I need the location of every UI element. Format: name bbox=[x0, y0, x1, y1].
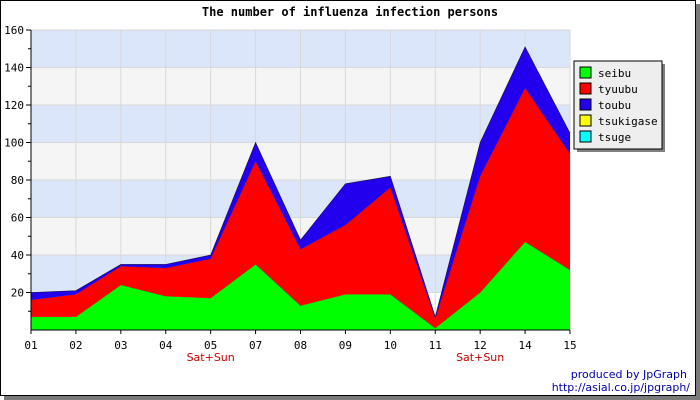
y-tick-label: 100 bbox=[4, 137, 24, 150]
y-tick-label: 120 bbox=[4, 99, 24, 112]
area-outline-tsuge bbox=[30, 46, 571, 318]
legend: seibu tyuubu toubu tsukigase tsuge bbox=[573, 60, 665, 152]
x-tick-label: 11 bbox=[429, 339, 442, 352]
legend-label-toubu: toubu bbox=[598, 99, 631, 112]
area-series-seibu bbox=[31, 241, 570, 330]
x-tick-label: 12 bbox=[474, 339, 487, 352]
x-tick-label: 02 bbox=[69, 339, 82, 352]
chart-title: The number of influenza infection person… bbox=[202, 5, 498, 19]
x-tick-label: 09 bbox=[339, 339, 352, 352]
area-outline-tsukigase bbox=[30, 46, 571, 318]
legend-swatch-tsukigase bbox=[579, 114, 592, 127]
x-tick-label: 10 bbox=[384, 339, 397, 352]
x-tick-sublabel: Sat+Sun bbox=[456, 351, 504, 364]
y-tick-label: 80 bbox=[11, 174, 24, 187]
x-tick-label: 04 bbox=[159, 339, 173, 352]
x-tick-label: 14 bbox=[518, 339, 532, 352]
x-tick-label: 03 bbox=[114, 339, 127, 352]
y-tick-label: 60 bbox=[11, 212, 24, 225]
y-tick-label: 20 bbox=[11, 287, 24, 300]
x-tick-label: 07 bbox=[249, 339, 262, 352]
x-tick-sublabel: Sat+Sun bbox=[187, 351, 235, 364]
y-tick-label: 160 bbox=[4, 24, 24, 37]
y-tick-label: 140 bbox=[4, 62, 24, 75]
y-tick-label: 40 bbox=[11, 249, 24, 262]
legend-label-tsukigase: tsukigase bbox=[598, 115, 658, 128]
x-tick-label: 08 bbox=[294, 339, 307, 352]
x-tick-label: 01 bbox=[24, 339, 37, 352]
legend-label-seibu: seibu bbox=[598, 67, 631, 80]
legend-swatch-toubu bbox=[579, 98, 592, 111]
legend-swatch-tsuge bbox=[579, 130, 592, 143]
jpgraph-link[interactable]: http://asial.co.jp/jpgraph/ bbox=[552, 381, 691, 394]
x-tick-label: 05 bbox=[204, 339, 217, 352]
legend-swatch-seibu bbox=[579, 66, 592, 79]
area-outline-toubu bbox=[30, 46, 571, 318]
legend-label-tyuubu: tyuubu bbox=[598, 83, 638, 96]
legend-swatch-tyuubu bbox=[579, 82, 592, 95]
x-tick-label: 15 bbox=[563, 339, 576, 352]
area-series-toubu bbox=[31, 46, 570, 319]
legend-label-tsuge: tsuge bbox=[598, 131, 631, 144]
produced-by-text: produced by JpGraph bbox=[571, 368, 687, 381]
